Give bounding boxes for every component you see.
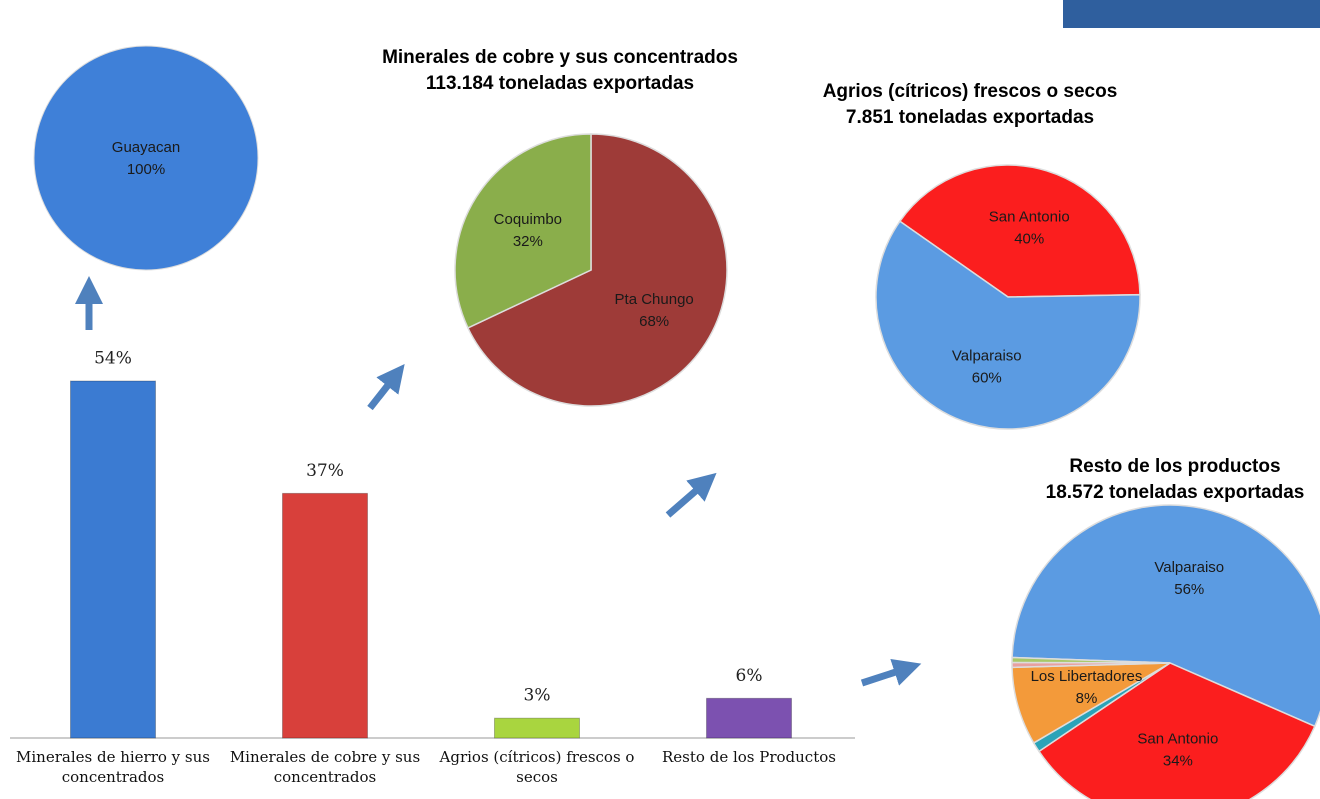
value-label: 3% [524,686,551,706]
slice-value-label: 68% [639,313,669,330]
pie-slice [1011,656,1171,664]
x-tick-label: Resto de los Productos [662,748,836,766]
arrows [75,276,922,687]
arrow [367,364,405,411]
slice-label: San Antonio [989,209,1070,226]
bar [706,697,792,739]
x-tick-label: Minerales de hierro y sus concentrados [16,748,210,786]
value-label: 6% [736,666,763,686]
x-tick-label-box: Agrios (cítricos) frescos o secos [439,748,635,786]
pie-slice [454,133,592,329]
slice-label: Coquimbo [494,211,562,228]
slice-label: Pta Chungo [615,291,694,308]
slice-value-label: 34% [1163,753,1193,770]
slice-value-label: 40% [1014,231,1044,248]
slice-value-label: 56% [1174,581,1204,598]
header-box [1063,0,1320,28]
pie-slice [875,220,1141,430]
value-label: 37% [306,461,344,481]
slice-label: Valparaiso [1154,559,1224,576]
slice-label: Los Libertadores [1031,668,1143,685]
value-label: 54% [94,349,132,369]
slice-value-label: 32% [513,233,543,250]
slice-label: Guayacan [112,139,180,156]
chart-title: Minerales de cobre y sus concentrados [382,47,738,68]
slice-value-label: 100% [127,161,165,178]
x-tick-label: Agrios (cítricos) frescos o secos [439,748,635,786]
slice-label: San Antonio [1137,731,1218,748]
pie-slice [466,133,728,407]
chart-title: Resto de los productos [1069,456,1280,477]
bar [70,380,156,739]
pie-slice [1037,662,1316,799]
bar [494,717,580,739]
bar [282,492,368,739]
arrow [860,659,922,687]
chart-subtitle: 7.851 toneladas exportadas [846,107,1094,128]
slice-value-label: 60% [972,369,1002,386]
chart-title: Agrios (cítricos) frescos o secos [823,81,1118,102]
chart-subtitle: 113.184 toneladas exportadas [426,73,694,94]
slice-value-label: 8% [1076,690,1098,707]
x-tick-label-box: Resto de los Productos [662,748,836,766]
x-tick-label: Minerales de cobre y sus concentrados [229,748,421,786]
x-tick-label-box: Minerales de cobre y sus concentrados [229,748,421,786]
pie-slice [898,164,1141,298]
arrow [665,472,717,518]
x-tick-label-box: Minerales de hierro y sus concentrados [16,748,210,786]
pie-slice [1011,504,1320,728]
chart-subtitle: 18.572 toneladas exportadas [1046,482,1305,503]
pie-slice [33,45,259,271]
slice-label: Valparaiso [952,347,1022,364]
